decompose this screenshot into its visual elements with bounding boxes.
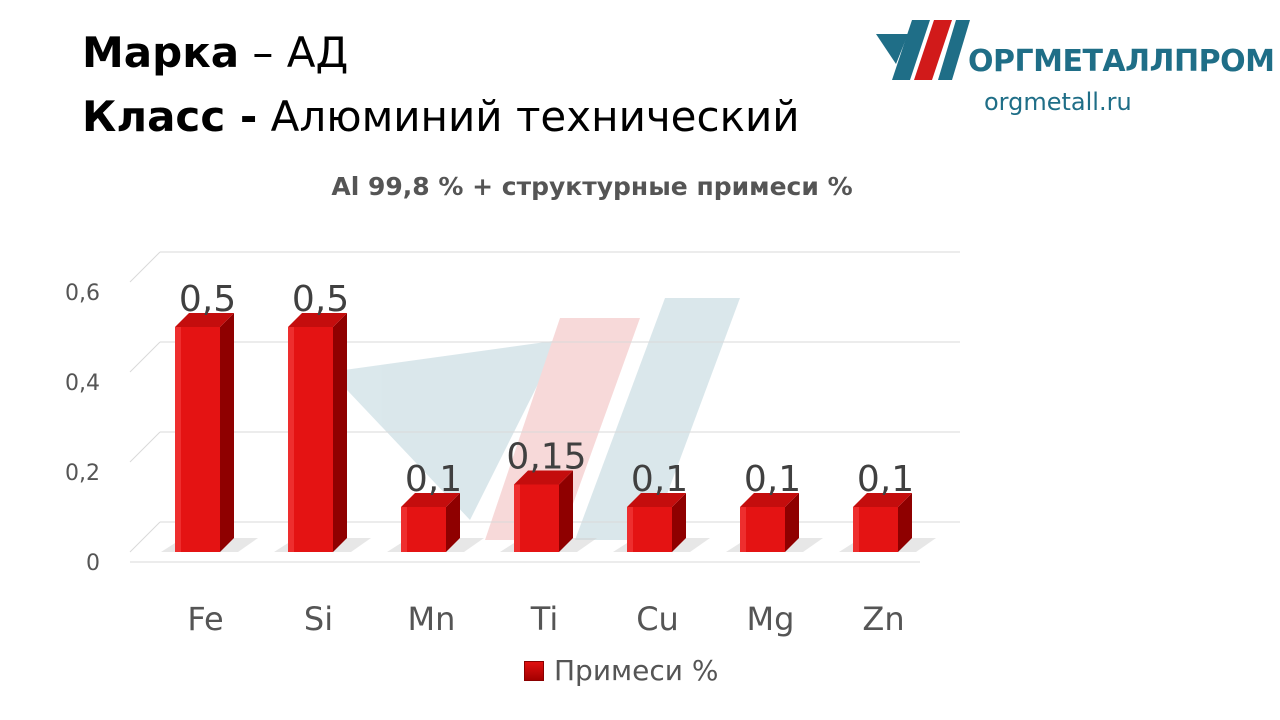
legend-swatch — [524, 660, 544, 681]
x-tick-label: Fe — [187, 600, 223, 638]
data-label: 0,1 — [744, 459, 801, 500]
x-tick-label: Ti — [530, 600, 558, 638]
legend-label: Примеси % — [554, 654, 719, 687]
x-tick-label: Cu — [636, 600, 679, 638]
bar-top — [514, 470, 573, 485]
bar-top — [853, 493, 912, 507]
data-label: 0,1 — [631, 459, 688, 500]
gridline-depth — [129, 521, 161, 553]
bar — [514, 484, 559, 552]
bar-highlight — [514, 484, 520, 552]
class-label: Класс - — [82, 92, 258, 141]
data-label: 0,1 — [857, 459, 914, 500]
x-tick-label: Si — [304, 600, 333, 638]
bar-top — [175, 313, 234, 327]
bar — [288, 327, 333, 552]
logo-url: orgmetall.ru — [984, 88, 1132, 116]
bar-top — [627, 493, 686, 507]
data-label: 0,5 — [292, 279, 349, 320]
bar-highlight — [627, 507, 633, 552]
x-tick-label: Zn — [862, 600, 904, 638]
data-label: 0,15 — [506, 437, 586, 478]
bar-side — [220, 313, 234, 552]
bar-highlight — [853, 507, 859, 552]
bar-side — [898, 493, 912, 552]
y-tick-label: 0,6 — [65, 281, 100, 306]
class-value: Алюминий технический — [257, 92, 800, 141]
gridline-depth — [129, 341, 161, 373]
bar-side — [559, 470, 573, 552]
bar-top — [288, 313, 347, 327]
gridline-depth — [129, 251, 161, 283]
bar-side — [446, 493, 460, 552]
bar-top — [740, 493, 799, 507]
gridline-depth — [129, 431, 161, 463]
brand-label: Марка — [82, 28, 240, 77]
y-tick-label: 0 — [86, 551, 100, 576]
bar-highlight — [288, 327, 294, 552]
chart-title: Al 99,8 % + структурные примеси % — [331, 172, 853, 201]
y-tick-label: 0,2 — [65, 461, 100, 486]
brand-value: – АД — [239, 28, 349, 77]
company-logo[interactable]: ОРГМЕТАЛЛПРОМ orgmetall.ru — [872, 14, 1275, 124]
bar-top — [401, 493, 460, 507]
logo-name: ОРГМЕТАЛЛПРОМ — [968, 44, 1275, 79]
x-tick-label: Mn — [408, 600, 456, 638]
bar — [175, 327, 220, 552]
y-tick-label: 0,4 — [65, 371, 100, 396]
bar-side — [333, 313, 347, 552]
bar-highlight — [175, 327, 181, 552]
bar — [853, 507, 898, 552]
bar-side — [672, 493, 686, 552]
bar-highlight — [740, 507, 746, 552]
bar — [740, 507, 785, 552]
logo-mark-icon — [876, 20, 970, 80]
bar-side — [785, 493, 799, 552]
class-line: Класс - Алюминий технический — [82, 92, 800, 141]
bar — [627, 507, 672, 552]
bar — [401, 507, 446, 552]
brand-line: Марка – АД — [82, 28, 348, 77]
chart-legend: Примеси % — [524, 654, 718, 687]
bar-highlight — [401, 507, 407, 552]
data-label: 0,5 — [179, 279, 236, 320]
x-tick-label: Mg — [747, 600, 795, 638]
data-label: 0,1 — [405, 459, 462, 500]
